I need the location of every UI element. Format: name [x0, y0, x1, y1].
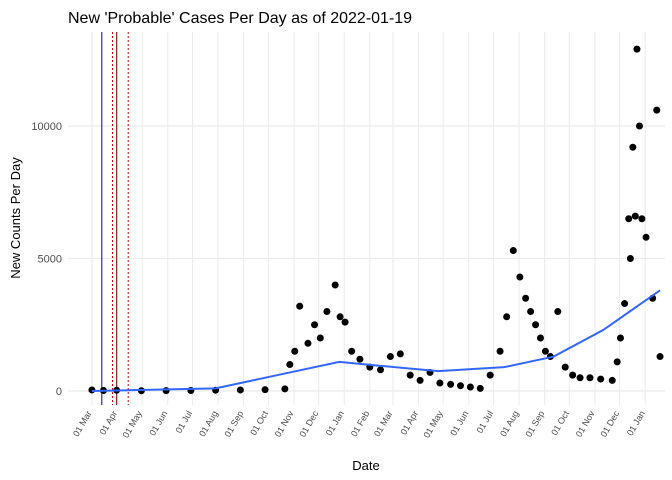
point: [416, 376, 424, 384]
point: [486, 371, 494, 379]
point: [348, 347, 356, 355]
y-axis-title: New Counts Per Day: [8, 157, 23, 279]
point: [281, 385, 289, 393]
point: [541, 347, 549, 355]
point: [569, 371, 577, 379]
point: [396, 350, 404, 358]
point: [642, 233, 650, 241]
point: [356, 355, 364, 363]
point: [162, 387, 170, 395]
point: [377, 366, 385, 374]
point: [323, 308, 331, 316]
point: [509, 247, 517, 255]
y-tick-label: 0: [56, 386, 62, 398]
point: [336, 313, 344, 321]
point: [311, 321, 319, 329]
point: [436, 379, 444, 387]
point: [296, 302, 304, 310]
x-tick-label: 01 Jun: [448, 409, 470, 437]
x-tick-label: 01 Dec: [297, 409, 320, 439]
point: [522, 294, 530, 302]
point: [291, 347, 299, 355]
x-tick-label: 01 Jan: [625, 409, 647, 437]
point: [316, 334, 324, 342]
point: [626, 255, 634, 263]
x-tick-label: 01 Jul: [475, 409, 496, 435]
x-tick-label: 01 Feb: [349, 409, 372, 438]
point: [613, 358, 621, 366]
point: [496, 347, 504, 355]
chart-title: New 'Probable' Cases Per Day as of 2022-…: [68, 10, 412, 27]
point: [331, 281, 339, 289]
point: [631, 212, 639, 220]
point: [586, 374, 594, 382]
x-tick-label: 01 Aug: [498, 409, 521, 438]
point: [561, 363, 569, 371]
x-tick-label: 01 May: [422, 409, 446, 440]
point: [457, 382, 465, 390]
point: [516, 273, 524, 281]
point: [466, 383, 474, 391]
point: [447, 380, 455, 388]
point: [608, 376, 616, 384]
point: [635, 122, 643, 130]
x-tick-label: 01 Oct: [549, 409, 571, 437]
x-tick-label: 01 Dec: [598, 409, 621, 439]
x-tick-label: 01 Nov: [273, 409, 296, 439]
x-tick-label: 01 Mar: [71, 409, 94, 438]
point: [476, 384, 484, 392]
point: [406, 371, 414, 379]
point: [633, 45, 641, 53]
x-tick-label: 01 Jun: [147, 409, 169, 437]
trend-line: [91, 289, 661, 393]
point: [621, 300, 629, 308]
panel: [68, 32, 665, 405]
x-tick-label: 01 Nov: [574, 409, 597, 439]
x-tick-label: 01 Jul: [174, 409, 195, 435]
point: [341, 318, 349, 326]
x-axis-title: Date: [352, 458, 379, 473]
x-tick-label: 01 Sep: [222, 409, 245, 439]
point: [576, 374, 584, 382]
point: [88, 386, 96, 394]
x-tick-label: 01 Apr: [98, 409, 120, 437]
point: [625, 215, 633, 223]
x-tick-label: 01 Aug: [197, 409, 220, 438]
point: [527, 308, 535, 316]
x-tick-label: 01 Apr: [399, 409, 421, 437]
point: [536, 334, 544, 342]
point: [629, 143, 637, 151]
point: [532, 321, 540, 329]
point: [286, 361, 294, 369]
point: [503, 313, 511, 321]
x-tick-label: 01 Mar: [372, 409, 395, 438]
x-tick-label: 01 Oct: [248, 409, 270, 437]
y-tick-label: 10000: [31, 121, 62, 133]
point: [597, 375, 605, 383]
point: [616, 334, 624, 342]
point: [656, 353, 664, 361]
point: [261, 386, 269, 394]
x-tick-label: 01 Sep: [523, 409, 546, 439]
y-tick-label: 5000: [38, 254, 62, 266]
x-tick-label: 01 Jan: [324, 409, 346, 437]
x-tick-label: 01 May: [121, 409, 145, 440]
point: [638, 215, 646, 223]
point: [236, 386, 244, 394]
point: [554, 308, 562, 316]
point: [304, 339, 312, 347]
point: [386, 353, 394, 361]
point: [653, 106, 661, 114]
